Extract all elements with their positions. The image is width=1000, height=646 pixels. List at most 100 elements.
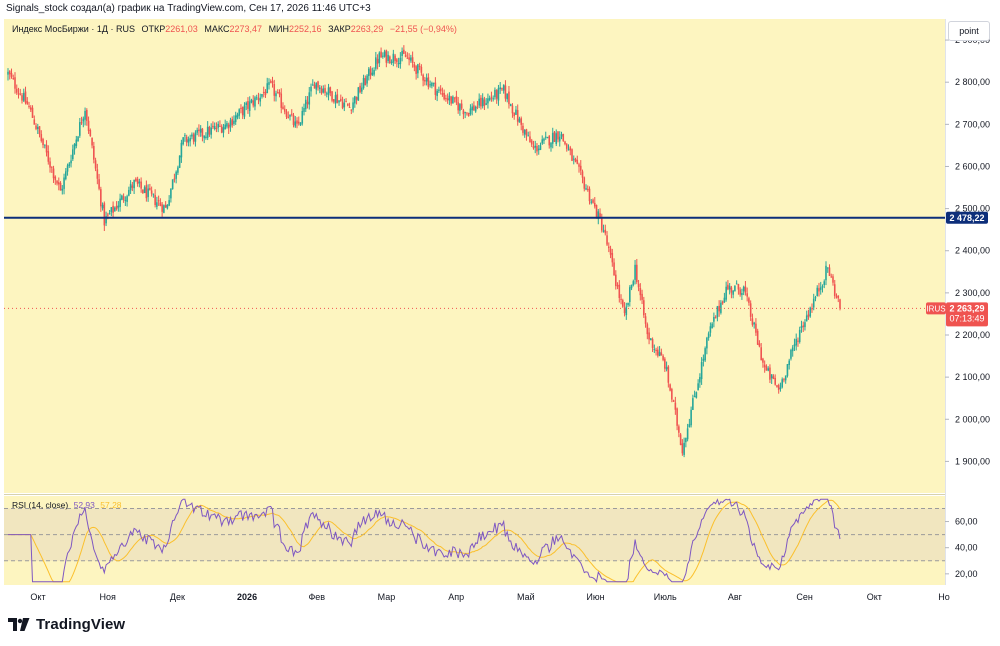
candle-body	[322, 88, 325, 93]
candle-body	[467, 113, 470, 116]
candle-body	[94, 160, 97, 169]
candle-body	[723, 297, 726, 303]
candle-body	[364, 78, 367, 86]
candle-body	[681, 443, 684, 454]
candle-body	[700, 361, 703, 380]
candles	[7, 45, 841, 458]
candle-body	[725, 286, 727, 300]
candle-body	[231, 119, 234, 126]
candle-body	[565, 144, 568, 149]
candle-body	[520, 118, 523, 125]
rsi-tick-label: 60,00	[955, 517, 978, 527]
candle-body	[632, 281, 635, 285]
candle-body	[15, 88, 18, 93]
candle-body	[609, 248, 612, 255]
price-chart[interactable]: 1 900,00 2 000,00 2 100,00 2 200,00 2 300,00…	[0, 17, 1000, 607]
scale-mode-button[interactable]: point	[948, 21, 990, 41]
candle-body	[488, 97, 491, 101]
candle-body	[446, 98, 449, 101]
candle-body	[490, 97, 493, 99]
candle-body	[269, 81, 272, 83]
candle-body	[138, 181, 141, 184]
candle-body	[110, 207, 113, 213]
candle-body	[327, 87, 330, 95]
candle-body	[464, 111, 466, 113]
candle-body	[273, 84, 276, 96]
candle-body	[720, 302, 722, 313]
candle-body	[142, 189, 144, 194]
candle-body	[613, 262, 615, 276]
candle-body	[290, 113, 293, 115]
candle-body	[243, 105, 246, 117]
candle-body	[453, 97, 456, 99]
candle-body	[68, 163, 71, 166]
candle-body	[33, 119, 36, 125]
candle-body	[814, 297, 817, 299]
candle-body	[515, 109, 517, 115]
candle-body	[823, 281, 826, 286]
candle-body	[392, 53, 395, 63]
candle-body	[492, 98, 494, 100]
interval: 1Д	[97, 24, 108, 34]
candle-body	[751, 318, 754, 325]
candle-body	[10, 72, 13, 77]
candle-body	[332, 99, 335, 102]
candle-body	[408, 57, 410, 60]
candle-body	[171, 179, 174, 189]
candle-body	[459, 104, 461, 111]
candle-body	[469, 108, 472, 115]
candle-body	[511, 105, 514, 114]
candle-body	[14, 77, 16, 89]
candle-body	[812, 298, 815, 308]
candle-body	[641, 293, 643, 300]
candle-body	[182, 137, 184, 145]
candle-body	[261, 94, 263, 97]
candle-body	[679, 434, 682, 445]
candle-body	[191, 134, 193, 137]
candle-body	[17, 93, 20, 95]
candle-body	[651, 339, 654, 348]
candle-body	[19, 93, 22, 95]
candle-body	[331, 91, 333, 101]
candle-body	[128, 190, 130, 196]
candle-body	[21, 95, 23, 101]
candle-body	[168, 200, 170, 206]
candle-body	[255, 97, 258, 99]
rsi-value: 52,93	[74, 500, 96, 510]
candle-body	[760, 347, 762, 361]
candle-body	[653, 348, 656, 350]
candle-body	[690, 409, 692, 426]
candle-body	[354, 96, 356, 104]
candle-body	[177, 167, 179, 173]
candle-body	[417, 64, 419, 74]
candle-body	[201, 128, 204, 137]
candle-body	[38, 126, 41, 135]
candle-body	[283, 108, 286, 112]
candle-body	[325, 93, 328, 95]
candle-body	[664, 358, 666, 369]
candle-body	[297, 121, 300, 124]
candle-body	[383, 51, 386, 57]
rsi-name: RSI (14, close)	[12, 500, 68, 510]
time-axis-label: Апр	[448, 592, 464, 602]
time-axis-label: Июль	[654, 592, 677, 602]
time-axis-label: Июн	[586, 592, 604, 602]
candle-body	[49, 161, 51, 168]
candle-body	[75, 139, 78, 146]
candle-body	[262, 91, 265, 93]
candle-body	[797, 340, 799, 342]
candle-body	[548, 135, 551, 146]
candle-body	[648, 332, 650, 340]
candle-body	[56, 180, 58, 184]
candle-body	[410, 57, 412, 61]
candle-body	[234, 115, 237, 123]
candle-body	[529, 136, 531, 143]
candle-body	[173, 178, 176, 180]
candle-body	[63, 177, 65, 189]
candle-body	[832, 276, 834, 283]
candle-body	[639, 287, 642, 296]
candle-body	[184, 135, 186, 137]
header-title: Индекс МосБиржи · 1Д · RUS ОТКР2261,03 М…	[12, 24, 457, 34]
low-label: МИН	[269, 24, 289, 34]
candle-body	[499, 87, 501, 90]
